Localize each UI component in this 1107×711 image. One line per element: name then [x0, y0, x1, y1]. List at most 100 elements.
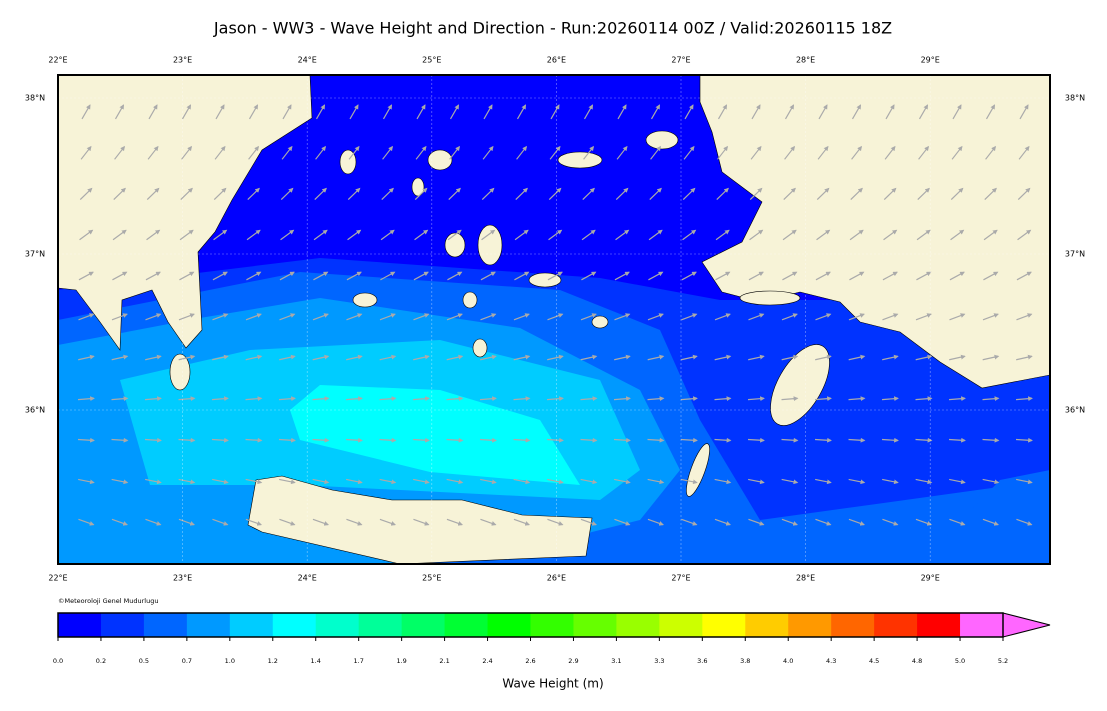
colorbar-tick-label: 4.8: [912, 657, 922, 665]
arrow: [245, 437, 263, 443]
arrow: [614, 271, 630, 281]
arrow: [681, 518, 698, 526]
arrow: [479, 396, 497, 402]
arrow: [349, 104, 359, 120]
colorbar-tick-label: 3.3: [654, 657, 664, 665]
island: [444, 232, 466, 258]
arrow: [680, 396, 698, 402]
arrow: [513, 396, 531, 402]
arrow: [212, 518, 229, 526]
arrow: [814, 396, 832, 402]
arrow: [784, 145, 796, 160]
colorbar-box: [229, 613, 274, 637]
colorbar-tick-label: 1.4: [311, 657, 321, 665]
arrow: [145, 354, 162, 361]
island: [462, 291, 478, 309]
arrow: [614, 518, 631, 526]
arrow: [647, 354, 665, 361]
arrow: [680, 437, 698, 443]
arrow: [582, 187, 595, 201]
arrow: [951, 145, 963, 160]
colorbar-tick-label: 3.8: [740, 657, 750, 665]
arrow: [178, 313, 195, 321]
arrow: [246, 271, 262, 281]
arrow: [949, 313, 966, 321]
arrow: [915, 313, 932, 321]
lon-label: 27°E: [671, 574, 690, 583]
arrow: [882, 518, 899, 526]
colorbar-box: [530, 613, 574, 637]
arrow: [145, 518, 162, 526]
lat-label: 37°N: [1065, 250, 1085, 259]
arrow: [548, 229, 563, 241]
map: [58, 75, 1050, 564]
arrow: [245, 354, 263, 361]
arrow: [379, 478, 397, 485]
colorbar-tick-label: 5.0: [955, 657, 965, 665]
colorbar-box: [143, 613, 188, 637]
arrow: [514, 229, 529, 241]
arrow: [580, 437, 598, 443]
arrow: [615, 229, 630, 241]
arrow: [347, 229, 362, 241]
lon-label: 24°E: [298, 56, 317, 65]
arrow: [548, 187, 562, 201]
colorbar: 0.0 0.2 0.5 0.7 1.0 1.2 1.4 1.7 1.9 2.1 2.4 2.6 2.9 3…: [53, 612, 1051, 665]
arrow: [751, 104, 761, 120]
arrow: [1016, 313, 1033, 321]
arrow: [547, 354, 564, 361]
lon-label: 28°E: [796, 574, 815, 583]
arrow: [413, 271, 429, 281]
colorbar-tick-label: 1.2: [268, 657, 278, 665]
arrow: [111, 354, 129, 361]
arrow: [580, 518, 597, 526]
arrow: [181, 104, 192, 120]
arrow: [145, 478, 162, 485]
arrow: [948, 437, 966, 443]
arrow: [448, 187, 461, 201]
arrow: [379, 396, 397, 402]
arrow: [212, 313, 229, 321]
arrow: [681, 313, 698, 321]
arrow: [80, 145, 92, 160]
arrow: [881, 437, 899, 443]
arrow: [381, 187, 394, 201]
arrow: [550, 104, 560, 120]
lon-label: 28°E: [796, 56, 815, 65]
arrow: [179, 229, 194, 241]
arrow: [379, 518, 396, 526]
arrow: [682, 229, 697, 241]
arrow: [916, 271, 932, 281]
arrow: [248, 145, 260, 160]
arrow: [783, 187, 796, 201]
colorbar-tick-label: 1.0: [225, 657, 235, 665]
arrow: [280, 187, 294, 201]
arrow: [613, 437, 631, 443]
arrow: [514, 271, 530, 281]
arrow: [78, 478, 95, 485]
arrow: [885, 104, 895, 120]
arrow: [282, 104, 292, 120]
island: [477, 224, 503, 266]
arrow: [178, 354, 196, 361]
colorbar-box: [358, 613, 403, 637]
lon-label: 26°E: [547, 574, 566, 583]
arrow: [814, 437, 832, 443]
arrow: [112, 229, 127, 241]
arrow: [915, 437, 933, 443]
lon-label: 23°E: [173, 574, 192, 583]
lat-label: 38°N: [1065, 94, 1085, 103]
colorbar-tick-label: 0.7: [182, 657, 192, 665]
arrow: [111, 437, 129, 443]
arrow: [950, 229, 965, 241]
arrow: [413, 354, 430, 361]
arrow: [180, 187, 193, 201]
arrow: [212, 354, 229, 361]
island: [591, 315, 609, 329]
arrow: [781, 354, 799, 361]
arrow: [345, 396, 363, 402]
arrow: [446, 313, 463, 321]
arrow: [848, 354, 866, 361]
arrow: [446, 518, 463, 526]
arrow: [982, 396, 1000, 402]
